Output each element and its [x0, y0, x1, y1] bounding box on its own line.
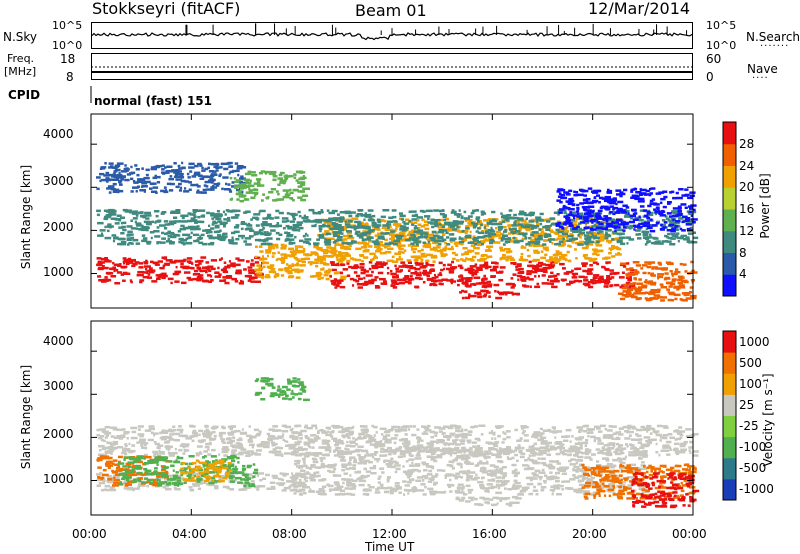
beam-title: Beam 01 — [355, 1, 427, 20]
power-colorbar-tick-3: 16 — [739, 202, 755, 216]
nsearch-tick-top: 10^5 — [706, 19, 737, 32]
power-colorbar-tick-6: 28 — [739, 136, 755, 151]
xtick-1600: 16:00 — [472, 527, 507, 541]
nsky-trace — [91, 32, 693, 41]
xlabel: Time UT — [365, 540, 415, 554]
nsearch-tick-bottom: 10^0 — [706, 39, 737, 52]
velocity-ytick-2000: 2000 — [43, 427, 74, 441]
power-colorbar-tick-2: 12 — [739, 223, 755, 238]
cpid-value: normal (fast) 151 — [94, 94, 212, 108]
power-colorbar-band-6 — [723, 143, 736, 166]
velocity-colorbar-tick-7: -1000 — [739, 482, 774, 497]
velocity-colorbar-tick-6: -500 — [739, 461, 767, 476]
nave-tick-top: 60 — [706, 52, 722, 66]
velocity-colorbar-frame — [722, 330, 737, 501]
power-colorbar-band-5 — [723, 165, 736, 188]
power-region-7 — [459, 289, 520, 300]
velocity-colorbar-band-4 — [723, 394, 736, 416]
freq-tick-top: 18 — [60, 52, 76, 66]
velocity-region-9 — [455, 495, 522, 507]
velocity-colorbar-tick-5: -100 — [739, 440, 767, 455]
velocity-region-5 — [180, 459, 233, 483]
station-title: Stokkseyri (fitACF) — [92, 0, 241, 18]
velocity-ytick-3000: 3000 — [43, 379, 74, 393]
xtick-0400: 04:00 — [172, 527, 207, 541]
power-region-8 — [555, 187, 698, 233]
power-region-2 — [329, 260, 636, 289]
velocity-colorbar-tick-2: 100 — [739, 376, 762, 391]
velocity-colorbar-band-3 — [723, 415, 736, 438]
velocity-colorbar-tick-3: 25 — [739, 397, 755, 412]
xtick-0800: 08:00 — [272, 527, 307, 541]
freq-unit-label: [MHz] — [4, 65, 37, 78]
velocity-colorbar-band-1 — [723, 457, 736, 480]
nave-tick-bottom: 0 — [706, 70, 714, 84]
nsky-panel — [91, 22, 693, 49]
power-ytick-2000: 2000 — [43, 220, 74, 234]
xtick-0000: 00:00 — [72, 527, 107, 541]
date-title: 12/Mar/2014 — [588, 0, 691, 18]
power-region-5 — [96, 161, 247, 194]
nsearch-legend-dots: ······· — [760, 41, 790, 52]
power-colorbar-band-0 — [723, 274, 736, 297]
power-ytick-4000: 4000 — [43, 127, 74, 141]
power-ytick-3000: 3000 — [43, 174, 74, 188]
xtick-1200: 12:00 — [372, 527, 407, 541]
power-region-6 — [229, 170, 310, 203]
velocity-colorbar-tick-1: 500 — [739, 355, 762, 370]
velocity-colorbar-band-2 — [723, 436, 736, 459]
power-colorbar-band-3 — [723, 209, 736, 232]
nsearch-label: N.Search — [746, 30, 800, 44]
freq-tick-bottom: 8 — [66, 70, 74, 84]
power-region-0 — [96, 256, 265, 285]
nsky-tick-top: 10^5 — [52, 19, 83, 32]
velocity-ytick-4000: 4000 — [43, 334, 74, 348]
power-colorbar-band-2 — [723, 230, 736, 253]
power-colorbar-tick-5: 24 — [739, 158, 755, 173]
velocity-colorbar-band-0 — [723, 478, 736, 501]
power-colorbar-tick-4: 20 — [739, 180, 755, 195]
velocity-region-6 — [254, 377, 310, 402]
freq-label: Freq. — [7, 52, 35, 65]
nave-label: Nave — [747, 62, 778, 76]
velocity-colorbar-band-5 — [723, 373, 736, 395]
xtick-2000: 20:00 — [572, 527, 607, 541]
velocity-ytick-1000: 1000 — [43, 472, 74, 486]
nave-legend-dots: ···· — [752, 73, 769, 84]
power-colorbar-band-7 — [723, 122, 736, 145]
power-colorbar-band-1 — [723, 252, 736, 275]
power-colorbar-tick-1: 8 — [739, 245, 747, 260]
velocity-colorbar-band-7 — [723, 331, 736, 353]
power-ytick-1000: 1000 — [43, 265, 74, 279]
velocity-colorbar-tick-4: -25 — [739, 419, 759, 434]
xtick-0000-end: 00:00 — [672, 527, 707, 541]
power-colorbar-tick-0: 4 — [739, 267, 747, 282]
power-colorbar-band-4 — [723, 187, 736, 210]
nsky-label: N.Sky — [3, 30, 38, 44]
cpid-label: CPID — [8, 88, 41, 102]
velocity-colorbar-band-6 — [723, 352, 736, 374]
nsky-tick-bottom: 10^0 — [52, 39, 83, 52]
power-colorbar-frame — [722, 121, 737, 297]
velocity-colorbar-tick-0: 1000 — [739, 334, 770, 349]
